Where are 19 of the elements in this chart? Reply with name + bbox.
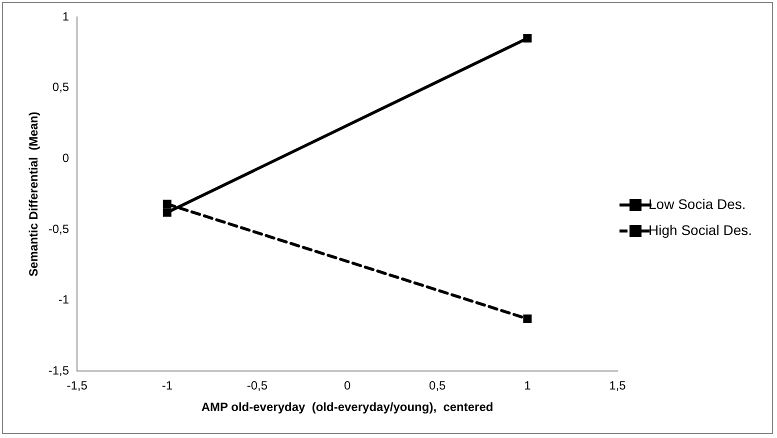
x-tick-label: 0 [344, 378, 351, 393]
point [523, 34, 532, 42]
point [162, 200, 172, 208]
x-tick-label: 1 [524, 378, 532, 393]
legend-label: High Social Des. [648, 222, 752, 238]
y-tick-label: -1,5 [48, 364, 70, 378]
point [523, 314, 532, 324]
x-tick-label: 1,5 [609, 378, 626, 393]
x-tick-label: -0,5 [246, 378, 268, 393]
y-tick-label: 0,5 [52, 80, 70, 94]
y-axis-title: Semantic Differential (Mean) [26, 112, 41, 276]
x-axis-title: AMP old-everyday (old-everyday/young), centered [201, 400, 494, 414]
x-tick-label: -1 [162, 378, 173, 393]
y-tick-label: -0,5 [48, 222, 70, 236]
y-tick-label: -1 [58, 292, 70, 307]
y-tick-label: 1 [62, 9, 70, 24]
y-tick-label: 0 [62, 150, 70, 165]
x-tick-label: 0,5 [429, 378, 446, 393]
point [162, 208, 172, 217]
